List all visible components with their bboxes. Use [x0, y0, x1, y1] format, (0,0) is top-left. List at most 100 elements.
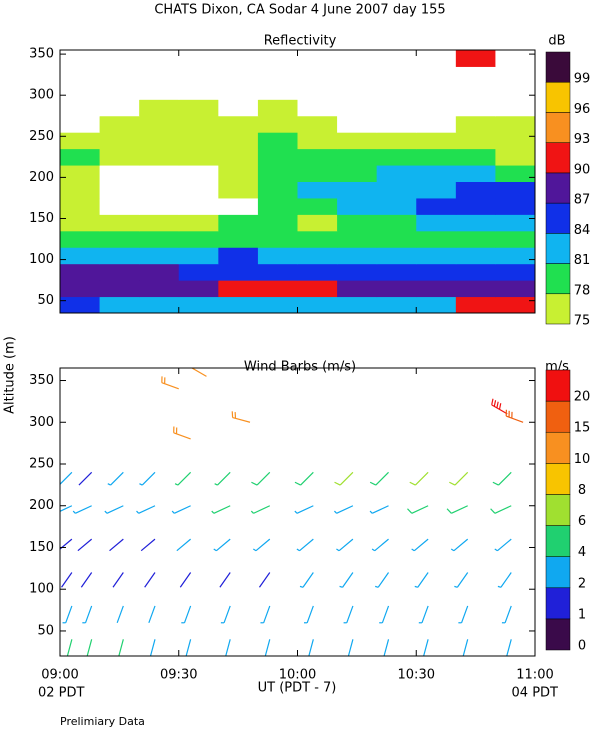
wind-barb [414, 572, 429, 588]
wind-barb [369, 471, 389, 486]
wind-barb [140, 538, 156, 552]
wind-barb [116, 605, 124, 624]
reflectivity-cell [60, 230, 101, 248]
reflectivity-cell [337, 247, 378, 265]
reflectivity-cell [139, 115, 180, 133]
wind-barb [252, 538, 271, 552]
y-tick-label: 300 [29, 415, 54, 430]
reflectivity-cell [99, 82, 140, 100]
wind-barb [61, 572, 73, 588]
reflectivity-cell [139, 197, 180, 215]
reflectivity-cell [60, 280, 101, 298]
reflectivity-cell [416, 165, 457, 182]
wind-barb [62, 605, 73, 624]
wind-barb [225, 639, 231, 656]
reflectivity-cell [257, 165, 298, 182]
wind-barb [250, 505, 271, 514]
reflectivity-cell [297, 181, 338, 199]
wind-barb [264, 639, 271, 656]
reflectivity-cell [60, 66, 101, 84]
reflectivity-cell [139, 263, 180, 281]
wind-barb [185, 639, 192, 656]
reflectivity-cell [337, 115, 378, 133]
wind-barb [112, 572, 124, 588]
reflectivity-cell [376, 50, 417, 67]
colorbar-label: 93 [574, 132, 591, 147]
x-tick-label: 09:30 [160, 668, 197, 683]
colorbar-segment [545, 494, 571, 526]
wind-barb [171, 505, 191, 514]
reflectivity-cell [297, 132, 338, 150]
y-tick-label: 300 [29, 88, 54, 103]
reflectivity-cell [218, 296, 259, 313]
wind-barb [174, 471, 192, 486]
reflectivity-cell [455, 99, 496, 117]
reflectivity-cell [257, 66, 298, 84]
reflectivity-cell [218, 197, 259, 215]
reflectivity-cell [337, 66, 378, 84]
reflectivity-cell [218, 230, 259, 248]
reflectivity-cell [218, 181, 259, 199]
reflectivity-cell [416, 296, 457, 313]
panel-title: Wind Barbs (m/s) [244, 360, 356, 375]
wind-barb [383, 639, 390, 656]
reflectivity-cell [257, 82, 298, 100]
wind-barb [491, 398, 508, 415]
reflectivity-cell [60, 247, 101, 265]
reflectivity-cell [178, 66, 219, 84]
y-tick-label: 350 [29, 373, 54, 388]
reflectivity-cell [297, 148, 338, 166]
wind-barb [303, 605, 314, 624]
reflectivity-cell [455, 181, 496, 199]
colorbar-label: 81 [574, 253, 591, 268]
reflectivity-cell [376, 214, 417, 232]
reflectivity-cell [337, 165, 378, 182]
reflectivity-cell [416, 148, 457, 166]
reflectivity-cell [416, 82, 457, 100]
reflectivity-cell [297, 115, 338, 133]
colorbar-label: 96 [574, 102, 591, 117]
reflectivity-cell [416, 66, 457, 84]
reflectivity-cell [218, 165, 259, 182]
reflectivity-cell [60, 197, 101, 215]
wind-barb [462, 639, 469, 656]
wind-barb [492, 471, 512, 486]
y-tick-label: 150 [29, 540, 54, 555]
reflectivity-cell [139, 82, 180, 100]
reflectivity-cell [139, 247, 180, 265]
reflectivity-cell [218, 50, 259, 67]
reflectivity-cell [416, 263, 457, 281]
reflectivity-cell [99, 296, 140, 313]
reflectivity-cell [257, 115, 298, 133]
reflectivity-cell [455, 197, 496, 215]
reflectivity-cell [257, 197, 298, 215]
wind-barb [494, 538, 512, 552]
wind-barb [66, 639, 73, 656]
reflectivity-cell [139, 280, 180, 298]
reflectivity-cell [337, 99, 378, 117]
reflectivity-cell [376, 280, 417, 298]
reflectivity-cell [455, 132, 496, 150]
reflectivity-cell [337, 50, 378, 67]
wind-barb [179, 572, 192, 588]
reflectivity-cell [60, 214, 101, 232]
reflectivity-cell [218, 280, 259, 298]
reflectivity-cell [376, 230, 417, 248]
reflectivity-cell [139, 148, 180, 166]
reflectivity-cell [495, 296, 535, 313]
reflectivity-cell [178, 181, 219, 199]
colorbar-segment [545, 51, 571, 83]
reflectivity-cell [495, 66, 535, 84]
reflectivity-cell [99, 214, 140, 232]
wind-barb [454, 572, 469, 588]
wind-barb [211, 505, 231, 514]
wind-barb [173, 426, 191, 440]
wind-barb [176, 538, 192, 552]
wind-barb [139, 471, 156, 486]
colorbar-label: 1 [578, 607, 586, 622]
reflectivity-cell [455, 296, 496, 313]
reflectivity-cell [455, 230, 496, 248]
reflectivity-cell [297, 197, 338, 215]
wind-barb [294, 505, 314, 514]
